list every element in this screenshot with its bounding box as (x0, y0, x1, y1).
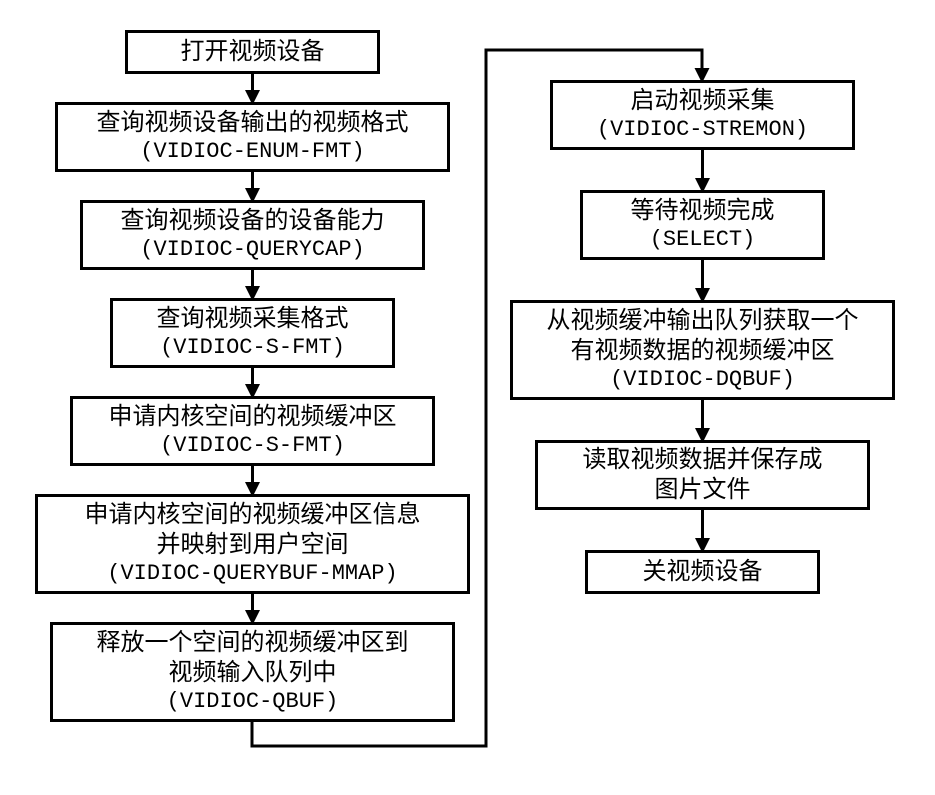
node-text: 打开视频设备 (181, 37, 325, 67)
flow-node-n10: 从视频缓冲输出队列获取一个有视频数据的视频缓冲区(VIDIOC-DQBUF) (510, 300, 895, 400)
flow-node-n4: 查询视频采集格式(VIDIOC-S-FMT) (110, 298, 395, 368)
node-text: 查询视频设备的设备能力 (121, 206, 385, 236)
flowchart-root: 打开视频设备查询视频设备输出的视频格式(VIDIOC-ENUM-FMT)查询视频… (20, 20, 935, 775)
node-text: (VIDIOC-S-FMT) (160, 334, 345, 362)
flow-node-n2: 查询视频设备输出的视频格式(VIDIOC-ENUM-FMT) (55, 102, 450, 172)
flow-node-n7: 释放一个空间的视频缓冲区到视频输入队列中(VIDIOC-QBUF) (50, 622, 455, 722)
node-text: 视频输入队列中 (169, 658, 337, 688)
flow-node-n3: 查询视频设备的设备能力(VIDIOC-QUERYCAP) (80, 200, 425, 270)
node-text: 等待视频完成 (631, 196, 775, 226)
flow-node-n5: 申请内核空间的视频缓冲区(VIDIOC-S-FMT) (70, 396, 435, 466)
node-text: 关视频设备 (643, 557, 763, 587)
node-text: (VIDIOC-DQBUF) (610, 366, 795, 394)
flow-node-n1: 打开视频设备 (125, 30, 380, 74)
node-text: (VIDIOC-S-FMT) (160, 432, 345, 460)
flow-node-n8: 启动视频采集(VIDIOC-STREMON) (550, 80, 855, 150)
node-text: 读取视频数据并保存成 (583, 445, 823, 475)
node-text: 有视频数据的视频缓冲区 (571, 336, 835, 366)
node-text: 申请内核空间的视频缓冲区信息 (85, 500, 421, 530)
node-text: 释放一个空间的视频缓冲区到 (97, 628, 409, 658)
flow-node-n11: 读取视频数据并保存成图片文件 (535, 440, 870, 510)
node-text: (VIDIOC-QBUF) (167, 688, 339, 716)
node-text: 申请内核空间的视频缓冲区 (109, 402, 397, 432)
node-text: (VIDIOC-QUERYBUF-MMAP) (107, 560, 397, 588)
node-text: 查询视频采集格式 (157, 304, 349, 334)
flow-node-n6: 申请内核空间的视频缓冲区信息并映射到用户空间(VIDIOC-QUERYBUF-M… (35, 494, 470, 594)
node-text: 并映射到用户空间 (157, 530, 349, 560)
node-text: (VIDIOC-ENUM-FMT) (140, 138, 364, 166)
node-text: 查询视频设备输出的视频格式 (97, 108, 409, 138)
node-text: (VIDIOC-STREMON) (597, 116, 808, 144)
node-text: 图片文件 (655, 475, 751, 505)
node-text: (VIDIOC-QUERYCAP) (140, 236, 364, 264)
node-text: 启动视频采集 (631, 86, 775, 116)
flow-node-n12: 关视频设备 (585, 550, 820, 594)
node-text: (SELECT) (650, 226, 756, 254)
flow-node-n9: 等待视频完成(SELECT) (580, 190, 825, 260)
node-text: 从视频缓冲输出队列获取一个 (547, 306, 859, 336)
